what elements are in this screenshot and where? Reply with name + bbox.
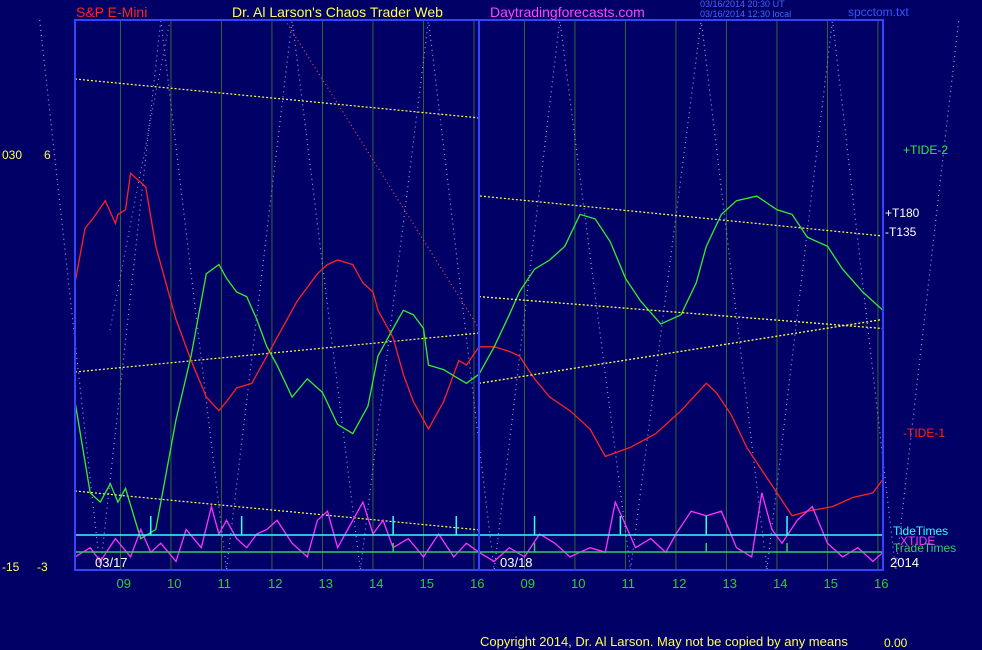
label-tradetimes: TradeTimes: [893, 541, 957, 555]
trend-line: [74, 78, 481, 119]
file-label: spcctom.txt: [848, 5, 909, 19]
x-tick-label: 09: [520, 576, 535, 591]
left-axis-bot-a: -15: [2, 560, 20, 574]
cycle-dotted-line: [160, 19, 293, 571]
trend-line: [479, 195, 884, 237]
x-tick-label: 10: [166, 576, 182, 591]
cycle-dotted-line: [700, 19, 834, 571]
x-tick-label: 16: [873, 576, 889, 591]
symbol-label: S&P E-Mini: [76, 4, 148, 20]
series-lines: [74, 171, 884, 563]
site-label: Daytradingforecasts.com: [490, 4, 645, 20]
x-tick-label: 12: [267, 576, 283, 591]
x-tick-label: 09: [116, 576, 131, 591]
date-day1: 03/17: [95, 555, 128, 570]
x-tick-label: 14: [772, 576, 788, 591]
x-tick-label: 11: [217, 576, 231, 591]
x-tick-label: 10: [570, 576, 586, 591]
cycle-dotted-line: [109, 19, 171, 331]
trend-lines: [74, 78, 884, 531]
page-title: Dr. Al Larson's Chaos Trader Web: [232, 4, 443, 20]
copyright-text: Copyright 2014, Dr. Al Larson. May not b…: [480, 634, 848, 649]
date-day2: 03/18: [500, 555, 533, 570]
series-line-t180: [478, 318, 884, 384]
cycle-dotted-line: [559, 19, 702, 571]
cycle-dotted-line-red: [284, 19, 481, 331]
x-tick-label: 13: [318, 576, 333, 591]
x-tick-label: 15: [823, 576, 838, 591]
left-axis-bot-b: -3: [37, 560, 48, 574]
series-line-t135: [478, 295, 884, 330]
date-year: 2014: [890, 555, 919, 570]
cycle-dotted-lines: [39, 19, 960, 571]
series-line-tide1: [74, 171, 884, 517]
grid-lines: [119, 20, 879, 570]
x-tick-label: 16: [469, 576, 485, 591]
label-tide1: -TIDE-1: [903, 426, 945, 440]
x-tick-label: 11: [621, 576, 635, 591]
series-line-tide2: [74, 195, 884, 540]
x-tick-label: 15: [419, 576, 434, 591]
x-tick-label: 14: [368, 576, 384, 591]
label-t135: -T135: [885, 225, 917, 239]
label-t180: +T180: [885, 206, 920, 220]
left-axis-top-b: 6: [44, 148, 51, 162]
timestamp-ut: 03/16/2014 20:30 UT: [700, 0, 785, 9]
cycle-dotted-line: [427, 19, 561, 571]
cycle-dotted-line: [831, 19, 960, 571]
footer-stamp: 0.00: [884, 636, 908, 650]
x-tick-label: 13: [722, 576, 737, 591]
cycle-dotted-line: [291, 19, 430, 571]
label-xtide: XTIDE: [900, 534, 936, 548]
timestamp-local: 03/16/2014 12:30 local: [700, 9, 792, 19]
cycle-dotted-line: [39, 19, 162, 571]
left-axis-top-a: 030: [2, 148, 23, 162]
label-tide2: +TIDE-2: [903, 143, 949, 157]
x-tick-label: 12: [671, 576, 687, 591]
label-tidetimes: TideTimes: [893, 524, 949, 538]
